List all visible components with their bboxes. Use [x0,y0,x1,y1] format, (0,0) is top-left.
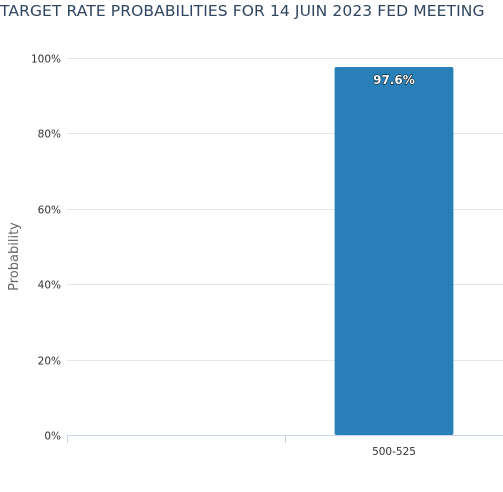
y-axis-title: Probability [7,222,22,291]
y-tick-label: 20% [38,356,61,368]
y-tick-label: 80% [38,129,61,141]
bar [334,67,454,435]
y-tick-label: 100% [31,54,61,66]
y-tick-label: 0% [44,431,61,443]
bars [334,67,454,435]
labels: 0% 20% 40% 60% 80% 100% 97.6% 500-525 [31,54,416,459]
y-tick-label: 40% [38,280,61,292]
axes [67,435,503,443]
y-tick-label: 60% [38,205,61,217]
data-label: 97.6% [373,73,415,87]
x-tick-label: 500-525 [372,446,416,458]
chart-title: TARGET RATE PROBABILITIES FOR 14 JUIN 20… [0,2,485,20]
